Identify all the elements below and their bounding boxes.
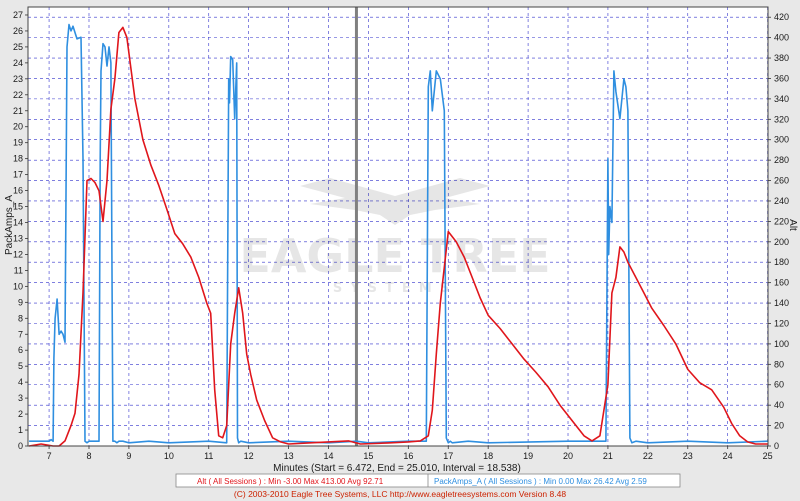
x-tick-label: 12 [244, 451, 254, 461]
y-right-tick-label: 340 [774, 94, 789, 104]
y-left-tick-label: 21 [13, 106, 23, 116]
plot-area [28, 7, 768, 446]
y-left-tick-label: 6 [18, 345, 23, 355]
y-left-tick-label: 24 [13, 58, 23, 68]
y-right-tick-label: 40 [774, 400, 784, 410]
y-left-tick-label: 23 [13, 74, 23, 84]
x-tick-label: 10 [164, 451, 174, 461]
x-tick-label: 24 [723, 451, 733, 461]
x-axis-title: Minutes (Start = 6.472, End = 25.010, In… [273, 463, 521, 474]
y-axis-right-ticks: 0 20 40 60 80 100 120 140 160 180 200 220 240 260 280 3… [768, 12, 789, 451]
y-left-tick-label: 19 [13, 138, 23, 148]
y-left-tick-label: 11 [14, 265, 23, 275]
x-tick-label: 8 [86, 451, 91, 461]
y-left-tick-label: 22 [13, 90, 23, 100]
y-left-tick-label: 1 [18, 425, 23, 435]
y-right-tick-label: 20 [774, 421, 784, 431]
x-tick-label: 25 [763, 451, 773, 461]
y-right-tick-label: 200 [774, 237, 789, 247]
x-tick-label: 18 [483, 451, 493, 461]
y-right-tick-label: 100 [774, 339, 789, 349]
y-right-tick-label: 180 [774, 257, 789, 267]
y-left-tick-label: 7 [18, 329, 23, 339]
legend-amps: PackAmps_A ( All Sessions ) : Min 0.00 M… [434, 477, 647, 486]
legend-alt: Alt ( All Sessions ) : Min -3.00 Max 413… [197, 477, 384, 486]
y-right-tick-label: 80 [774, 359, 784, 369]
x-tick-label: 20 [563, 451, 573, 461]
y-left-tick-label: 16 [13, 186, 23, 196]
y-right-tick-label: 360 [774, 73, 789, 83]
y-left-tick-label: 10 [13, 281, 23, 291]
y-right-tick-label: 120 [774, 318, 789, 328]
y-left-tick-label: 4 [18, 377, 23, 387]
watermark-sub: SYSTEMS [333, 281, 457, 296]
y-left-tick-label: 27 [13, 10, 23, 20]
x-axis-ticks: 7 8 9 10 11 12 13 14 15 16 17 18 19 20 21 22 23 24 25 [47, 446, 773, 461]
y-axis-left-ticks: 0123456789101112131415161718192021222324… [13, 10, 28, 451]
y-left-tick-label: 25 [13, 42, 23, 52]
x-tick-label: 11 [204, 451, 213, 461]
x-tick-label: 14 [323, 451, 333, 461]
y-right-tick-label: 60 [774, 380, 784, 390]
y-left-tick-label: 9 [18, 297, 23, 307]
y-left-tick-label: 14 [13, 218, 23, 228]
x-tick-label: 16 [403, 451, 413, 461]
y-left-tick-label: 12 [13, 249, 23, 259]
x-tick-label: 9 [126, 451, 131, 461]
x-tick-label: 22 [643, 451, 653, 461]
y-left-tick-label: 13 [13, 233, 23, 243]
y-right-tick-label: 240 [774, 196, 789, 206]
x-tick-label: 7 [47, 451, 52, 461]
y-left-tick-label: 8 [18, 313, 23, 323]
grid-lines [28, 7, 768, 447]
y-left-tick-label: 5 [18, 361, 23, 371]
series-line-packamps-a [29, 23, 768, 444]
y-right-tick-label: 260 [774, 176, 789, 186]
y-left-tick-label: 2 [18, 409, 23, 419]
plot-frame [27, 6, 769, 447]
x-tick-label: 15 [363, 451, 373, 461]
y-right-tick-label: 0 [774, 441, 779, 451]
y-right-tick-label: 420 [774, 12, 789, 22]
y-right-tick-label: 220 [774, 216, 789, 226]
y-right-tick-label: 280 [774, 155, 789, 165]
legend: Alt ( All Sessions ) : Min -3.00 Max 413… [175, 473, 681, 488]
y-left-tick-label: 20 [13, 122, 23, 132]
y-left-tick-label: 26 [13, 26, 23, 36]
x-tick-label: 21 [603, 451, 613, 461]
series-line-alt [28, 26, 768, 447]
watermark-brand: EAGLE TREE [239, 229, 550, 283]
footer-copyright: (C) 2003-2010 Eagle Tree Systems, LLC ht… [234, 489, 566, 499]
x-tick-label: 19 [523, 451, 533, 461]
x-tick-label: 23 [683, 451, 693, 461]
y-right-tick-label: 400 [774, 33, 789, 43]
eagle-tree-watermark: EAGLE TREE SYSTEMS [239, 178, 551, 296]
y-axis-left-title: PackAmps_A [4, 195, 15, 255]
x-tick-label: 17 [443, 451, 453, 461]
x-tick-label: 13 [284, 451, 294, 461]
series-layer [28, 23, 768, 447]
y-right-tick-label: 380 [774, 53, 789, 63]
y-right-tick-label: 160 [774, 278, 789, 288]
y-axis-right-title: Alt [787, 219, 798, 231]
eagle-wings-icon [300, 178, 490, 225]
y-left-tick-label: 0 [18, 441, 23, 451]
y-left-tick-label: 18 [13, 154, 23, 164]
y-right-tick-label: 140 [774, 298, 789, 308]
y-left-tick-label: 3 [18, 393, 23, 403]
y-right-tick-label: 300 [774, 135, 789, 145]
y-left-tick-label: 17 [13, 170, 23, 180]
y-right-tick-label: 320 [774, 114, 789, 124]
y-left-tick-label: 15 [13, 202, 23, 212]
